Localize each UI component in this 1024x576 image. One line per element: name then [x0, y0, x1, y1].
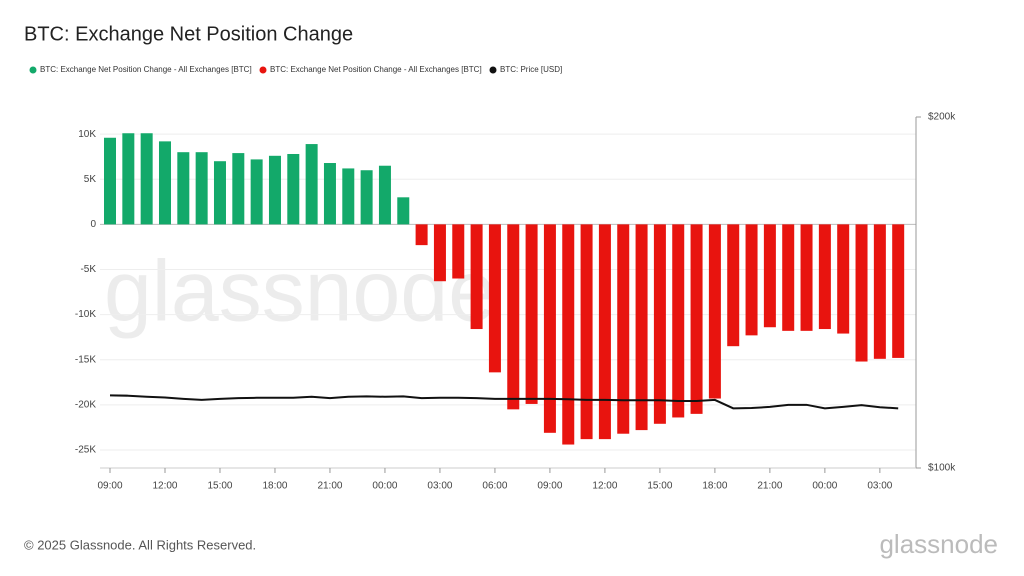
bar — [360, 170, 373, 225]
y-tick-label: -10K — [75, 309, 96, 320]
bar — [727, 224, 740, 347]
bar — [433, 224, 446, 282]
y2-tick-label: $200k — [928, 112, 956, 123]
y-tick-label: -5K — [80, 264, 96, 275]
x-tick-label: 06:00 — [482, 481, 507, 492]
bar — [268, 155, 281, 225]
bar — [452, 224, 465, 279]
x-tick-label: 12:00 — [152, 481, 177, 492]
bar — [543, 224, 556, 433]
bar — [818, 224, 831, 330]
bar — [158, 141, 171, 225]
bar — [378, 165, 391, 225]
bar — [397, 197, 410, 225]
x-tick-label: 03:00 — [867, 481, 892, 492]
y2-tick-label: $100k — [928, 463, 956, 474]
bar — [690, 224, 703, 414]
watermark: glassnode — [104, 244, 496, 340]
bar — [800, 224, 813, 331]
legend-label: BTC: Exchange Net Position Change - All … — [270, 65, 482, 74]
bar — [488, 224, 501, 373]
bar — [122, 133, 135, 225]
bar — [232, 153, 245, 225]
bar — [892, 224, 905, 358]
bar — [855, 224, 868, 362]
x-tick-label: 18:00 — [702, 481, 727, 492]
bar — [287, 153, 300, 225]
x-tick-label: 21:00 — [757, 481, 782, 492]
bar — [213, 161, 226, 225]
y-tick-label: -25K — [75, 445, 96, 456]
y-tick-label: 5K — [84, 174, 97, 185]
y-tick-label: 10K — [78, 129, 96, 140]
bar — [525, 224, 538, 404]
bar — [507, 224, 520, 410]
bar — [598, 224, 611, 440]
bar — [708, 224, 721, 399]
x-tick-label: 00:00 — [372, 481, 397, 492]
chart-title: BTC: Exchange Net Position Change — [24, 23, 353, 45]
bar — [763, 224, 776, 328]
x-tick-label: 15:00 — [207, 481, 232, 492]
x-tick-label: 09:00 — [97, 481, 122, 492]
bar — [837, 224, 850, 334]
x-tick-label: 21:00 — [317, 481, 342, 492]
x-tick-label: 18:00 — [262, 481, 287, 492]
bar — [782, 224, 795, 331]
footer: © 2025 Glassnode. All Rights Reserved. — [24, 537, 256, 552]
x-tick-label: 09:00 — [537, 481, 562, 492]
x-tick-label: 12:00 — [592, 481, 617, 492]
bar — [562, 224, 575, 445]
price-line — [109, 394, 899, 410]
x-tick-label: 15:00 — [647, 481, 672, 492]
bar — [305, 144, 318, 225]
y-tick-label: 0 — [90, 219, 96, 230]
x-tick-label: 03:00 — [427, 481, 452, 492]
bar — [195, 152, 208, 225]
y-tick-label: -15K — [75, 354, 96, 365]
bar — [653, 224, 666, 424]
bar — [470, 224, 483, 330]
bar — [873, 224, 886, 359]
bar — [635, 224, 648, 431]
bar — [617, 224, 630, 434]
bar — [342, 168, 355, 225]
legend-marker — [259, 66, 267, 74]
bar — [177, 152, 190, 225]
legend-marker — [29, 66, 37, 74]
legend-marker — [489, 66, 497, 74]
bar — [140, 133, 153, 225]
bar — [745, 224, 758, 336]
bar — [415, 224, 428, 246]
bar — [672, 224, 685, 418]
legend-label: BTC: Exchange Net Position Change - All … — [40, 65, 252, 74]
bar — [250, 159, 263, 225]
bar — [323, 163, 336, 225]
y-tick-label: -20K — [75, 399, 96, 410]
brand-logo: glassnode — [879, 529, 998, 559]
bar — [580, 224, 593, 440]
legend-label: BTC: Price [USD] — [500, 65, 562, 74]
bar — [104, 137, 116, 225]
x-tick-label: 00:00 — [812, 481, 837, 492]
